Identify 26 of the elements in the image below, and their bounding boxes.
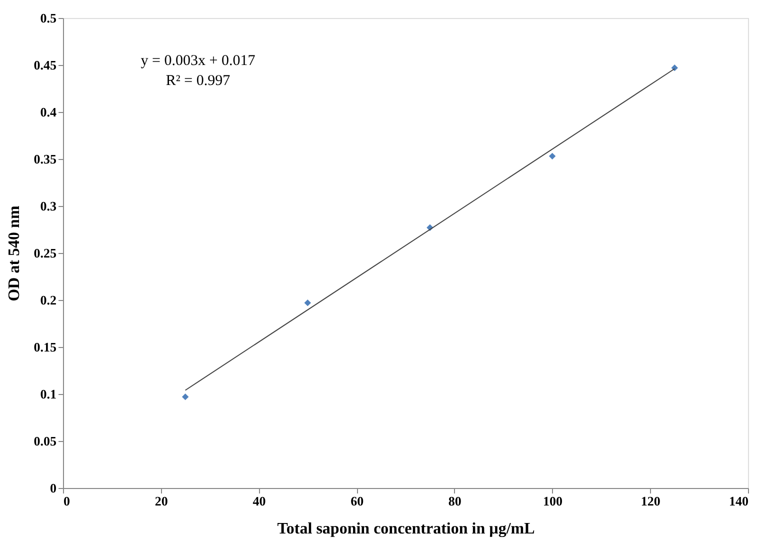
y-axis-title: OD at 540 nm (6, 205, 23, 302)
point (548, 152, 556, 160)
y-tick-label: 0.45 (34, 58, 57, 72)
y-tick-label: 0.35 (34, 152, 57, 166)
point (182, 393, 189, 400)
x-tick-label: 40 (252, 494, 266, 508)
x-tick-label: 20 (154, 494, 168, 508)
x-tick-label: 100 (543, 494, 563, 508)
x-tick-label: 60 (350, 494, 364, 508)
annotation: R² = 0.997 (166, 73, 231, 89)
x-tick-label: 80 (448, 494, 462, 508)
x-tick-label: 120 (640, 494, 660, 508)
y-tick-label: 0 (50, 480, 56, 496)
point (304, 299, 311, 306)
y-tick-label: 0.2 (40, 292, 56, 308)
x-tick-label: 0 (64, 494, 70, 508)
y-tick-label: 0.15 (34, 340, 57, 354)
y-tick-label: 0.3 (40, 198, 57, 214)
y-tick-label: 0.4 (40, 104, 57, 120)
y-tick-label: 0.1 (40, 386, 56, 402)
y-tick-label: 0.25 (34, 246, 57, 260)
x-tick-label: 140 (729, 494, 748, 508)
y-tick-label: 0.5 (40, 10, 57, 26)
annotation: y = 0.003x + 0.017 (140, 53, 256, 69)
y-tick-label: 0.05 (34, 434, 57, 448)
x-axis-title: Total saponin concentration in µg/mL (277, 520, 535, 538)
